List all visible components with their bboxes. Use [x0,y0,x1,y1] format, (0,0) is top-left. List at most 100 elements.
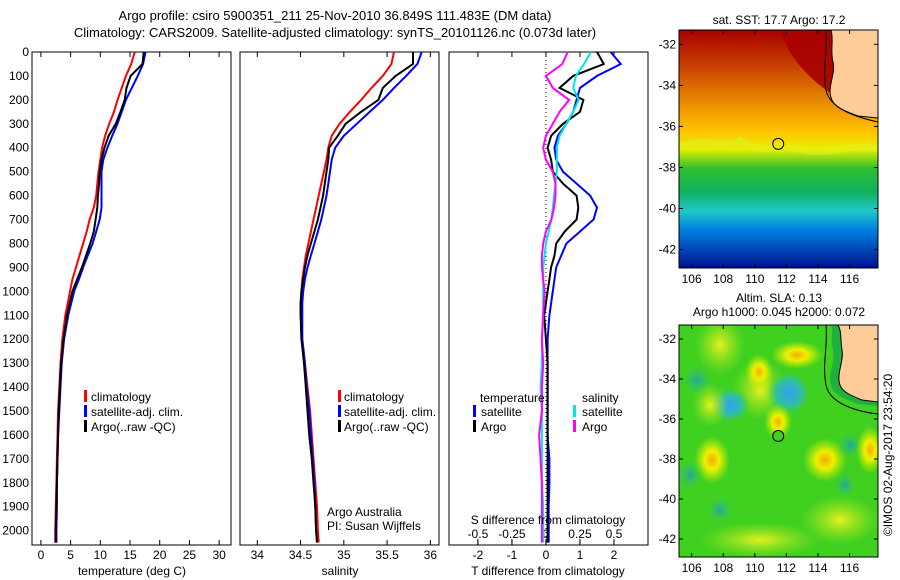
depth-tick-label: 1800 [2,476,29,490]
map-x-tick-label: 106 [682,272,702,286]
depth-tick-label: 200 [9,93,29,107]
depth-contour [824,325,878,415]
map-y-tick-label: -38 [659,452,677,466]
map-x-tick-label: 106 [682,561,702,575]
x-tick-label: 35 [337,548,351,562]
depth-tick-label: 800 [9,236,29,250]
x-tick-label: 35.5 [375,548,399,562]
series-line-climatology [54,51,136,543]
map-x-tick-label: 108 [713,272,733,286]
depth-tick-label: 400 [9,141,29,155]
sst-map-title: sat. SST: 17.7 Argo: 17.2 [713,13,846,27]
difference-plot-frame [448,51,649,546]
depth-tick-label: 1600 [2,428,29,442]
map-x-tick-label: 114 [808,272,827,286]
legend-label-t-argo: Argo [481,420,507,434]
argo-float-marker [772,137,785,150]
depth-tick-label: 1500 [2,404,29,418]
map-y-tick-label: -32 [659,37,677,51]
depth-tick-label: 1300 [2,356,29,370]
map-y-tick-label: -42 [659,243,677,257]
temperature-legend: climatology satellite-adj. clim. Argo(..… [84,390,183,434]
x-tick-label: 30 [212,548,226,562]
legend-label-argo: Argo(..raw -QC) [91,420,176,434]
sst-warm-region [679,30,878,115]
difference-profiles [538,51,623,543]
depth-tick-label: 1000 [2,284,29,298]
salinity-x-axis: 34 34.5 35 35.5 36 [251,52,437,562]
sla-map-panel: Altim. SLA: 0.13 Argo h1000: 0.045 h2000… [659,291,879,575]
map-y-tick-label: -38 [659,160,677,174]
t-difference-x-label: T difference from climatology [471,564,625,578]
series-line-satellite-adj-clim- [301,51,423,543]
map-x-tick-label: 116 [840,272,859,286]
s-tick-label: 0.25 [568,527,592,541]
map-x-tick-label: 116 [840,561,859,575]
depth-contour [824,30,878,123]
legend-title-temperature: temperature [480,391,545,405]
sst-map-panel: sat. SST: 17.7 Argo: 17.2 106 108 110 112 11… [659,13,879,286]
map-y-tick-label: -40 [659,492,677,506]
map-y-tick-label: -42 [659,532,677,546]
map-y-tick-label: -32 [659,332,677,346]
legend-label-climatology: climatology [91,390,151,404]
x-tick-label: 0 [543,548,550,562]
sla-map-frame [678,324,879,558]
land-australia [837,325,878,403]
map-x-tick-label: 114 [808,561,827,575]
s-tick-label: -0.25 [498,527,526,541]
legend-swatch-t-argo [473,420,476,432]
map-x-tick-label: 108 [713,561,733,575]
legend-label-satellite: satellite-adj. clim. [91,405,183,419]
credit-line1: Argo Australia [327,505,402,519]
depth-tick-label: 1100 [3,308,29,322]
depth-tick-label: 1400 [2,380,29,394]
map-y-tick-label: -36 [659,412,677,426]
x-tick-label: -1 [507,548,518,562]
map-y-tick-label: -34 [659,372,677,386]
legend-swatch-climatology [84,390,87,402]
x-tick-label: 1 [577,548,584,562]
series-line-climatology [299,51,395,543]
legend-label-satellite: satellite-adj. clim. [344,405,436,419]
land-australia [829,30,878,119]
copyright-timestamp: ©IMOS 02-Aug-2017 23:54:20 [881,374,895,537]
series-line-s-argo [538,51,571,543]
sla-map-axes: 106 108 110 112 114 116 -32 -34 -36 -38 -40 -42 [659,325,878,575]
map-x-tick-label: 110 [745,561,764,575]
series-line-t-argo [543,51,606,543]
legend-swatch-satellite [338,405,341,417]
x-tick-label: 5 [67,548,74,562]
temperature-x-axis: 0 5 10 15 20 25 30 [38,52,226,562]
depth-tick-label: 1200 [2,332,29,346]
temperature-profiles [54,51,147,543]
series-line-s-satellite [539,51,592,543]
legend-swatch-argo [338,420,341,432]
legend-swatch-t-satellite [473,405,476,417]
x-tick-label: -2 [473,548,484,562]
legend-label-s-satellite: satellite [582,405,623,419]
depth-tick-label: 1700 [2,452,29,466]
legend-label-s-argo: Argo [582,420,608,434]
series-line-argo-raw-qc- [299,52,414,543]
s-tick-label: 0.5 [606,527,623,541]
x-tick-label: 15 [123,548,137,562]
legend-label-climatology: climatology [344,390,404,404]
sst-front [679,136,878,156]
legend-swatch-s-satellite [573,405,576,417]
sla-map-title-line1: Altim. SLA: 0.13 [736,291,822,305]
map-y-tick-label: -40 [659,202,677,216]
legend-label-t-satellite: satellite [481,405,522,419]
x-tick-label: 34.5 [289,548,313,562]
depth-tick-label: 300 [9,117,29,131]
legend-swatch-s-argo [573,420,576,432]
difference-panel: -2 -1 0 1 2 -0.5 -0.25 0 0.25 0.5 temperature sa… [448,51,649,578]
argo-float-marker [772,429,785,442]
salinity-profiles [299,51,423,543]
depth-tick-label: 2000 [2,524,29,538]
salinity-panel: 34 34.5 35 35.5 36 climatology satellite-adj… [239,51,440,578]
legend-title-salinity: salinity [582,391,619,405]
series-line-argo-raw-qc- [54,51,145,543]
figure-title-line2: Climatology: CARS2009. Satellite-adjuste… [74,25,596,40]
